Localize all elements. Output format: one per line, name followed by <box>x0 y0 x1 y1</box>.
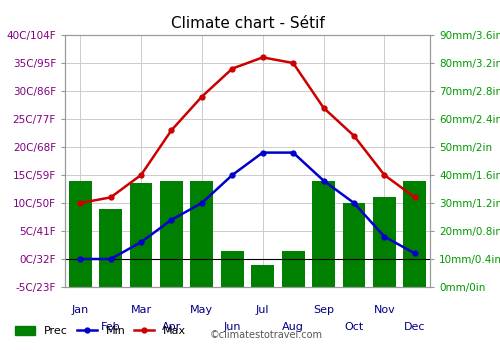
Title: Climate chart - Sétif: Climate chart - Sétif <box>170 16 324 31</box>
Bar <box>373 197 396 287</box>
Bar <box>221 251 244 287</box>
Text: Oct: Oct <box>344 322 364 332</box>
Text: Mar: Mar <box>130 304 152 315</box>
Bar <box>160 181 183 287</box>
Text: Dec: Dec <box>404 322 425 332</box>
Bar <box>69 181 92 287</box>
Text: Nov: Nov <box>374 304 395 315</box>
Bar <box>282 251 304 287</box>
Bar <box>342 203 365 287</box>
Bar <box>312 181 335 287</box>
Text: ©climatestotravel.com: ©climatestotravel.com <box>210 329 323 340</box>
Text: May: May <box>190 304 214 315</box>
Text: Apr: Apr <box>162 322 181 332</box>
Bar <box>190 181 214 287</box>
Legend: Prec, Min, Max: Prec, Min, Max <box>10 322 191 341</box>
Bar <box>99 209 122 287</box>
Text: Jan: Jan <box>72 304 89 315</box>
Text: Sep: Sep <box>313 304 334 315</box>
Text: Feb: Feb <box>101 322 120 332</box>
Bar <box>252 265 274 287</box>
Text: Jul: Jul <box>256 304 270 315</box>
Text: Jun: Jun <box>224 322 241 332</box>
Bar <box>130 183 152 287</box>
Bar <box>404 181 426 287</box>
Text: Aug: Aug <box>282 322 304 332</box>
